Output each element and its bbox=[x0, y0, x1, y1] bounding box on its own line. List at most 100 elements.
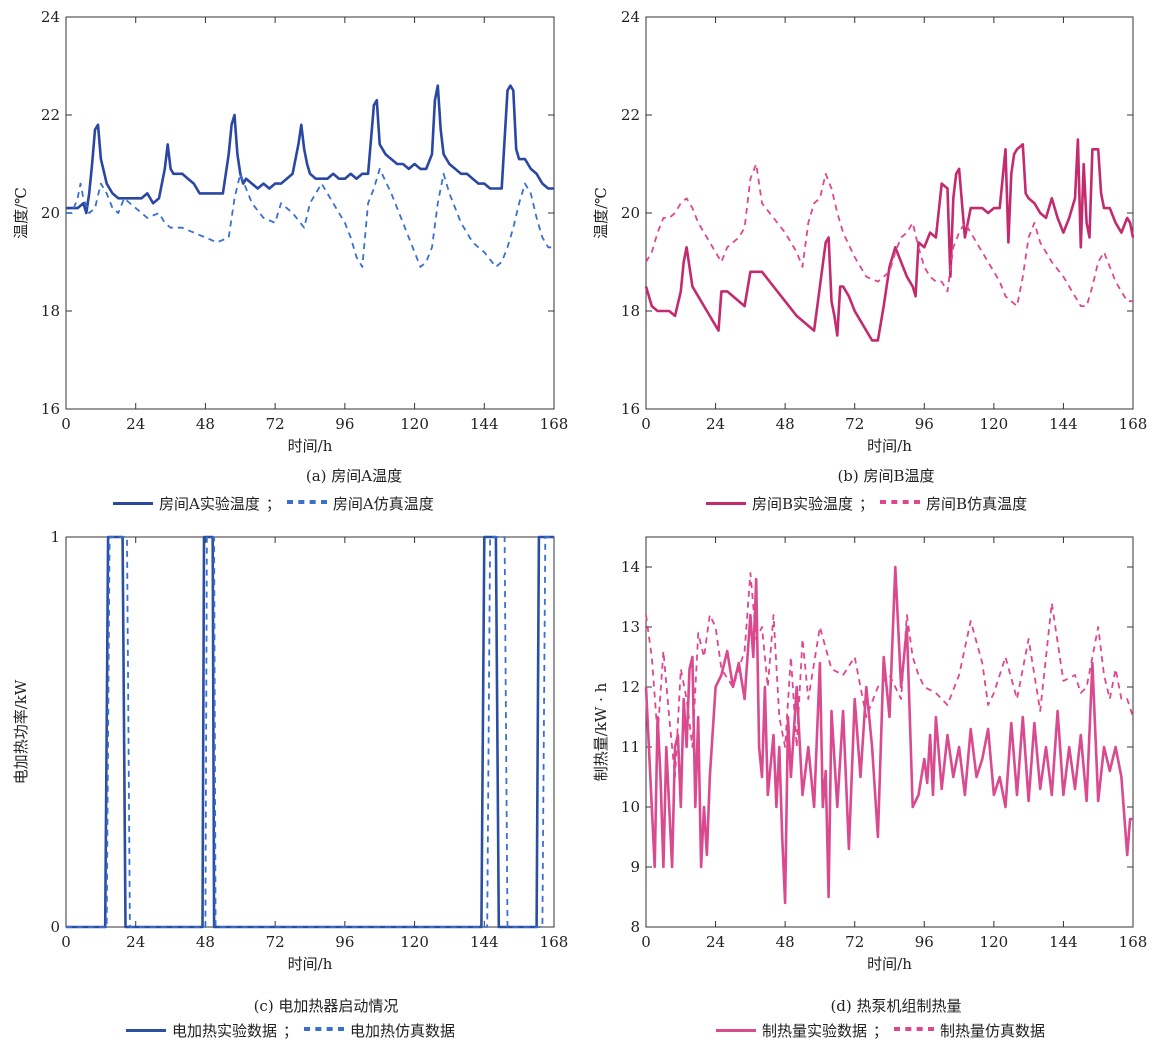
legend-b-dash-label: 房间B仿真温度 bbox=[926, 495, 1028, 513]
legend-sep: ； bbox=[859, 495, 875, 513]
x-axis-label-a: 时间/h bbox=[288, 437, 333, 455]
plot-frame-b bbox=[645, 16, 1134, 410]
legend-a-dash-swatch bbox=[286, 499, 327, 509]
caption-c: (c) 电加热器启动情况 bbox=[253, 997, 399, 1015]
chart-c: 0 24 48 72 96 120 144 168 0 1 时间/h 电加热功率/kW bbox=[12, 528, 568, 973]
x-tick-label-d: 0 bbox=[641, 933, 651, 951]
x-axis-label-b: 时间/h bbox=[867, 437, 912, 455]
x-tick-label-b: 48 bbox=[776, 415, 795, 433]
legend-d: 制热量实验数据 ； 制热量仿真数据 bbox=[716, 1020, 1045, 1041]
x-tick-label-a: 120 bbox=[400, 415, 429, 433]
legend-c-dash-swatch bbox=[304, 1026, 345, 1036]
x-tick-label-b: 168 bbox=[1119, 415, 1148, 433]
x-tick-label-a: 96 bbox=[335, 415, 354, 433]
x-tick-label-d: 168 bbox=[1119, 933, 1148, 951]
y-tick-label-b: 22 bbox=[621, 106, 640, 124]
plot-frame-d bbox=[645, 536, 1134, 928]
x-tick-label-a: 24 bbox=[126, 415, 145, 433]
x-tick-label-b: 0 bbox=[641, 415, 651, 433]
y-tick-label-d: 13 bbox=[621, 618, 640, 636]
x-tick-label-b: 72 bbox=[845, 415, 864, 433]
plot-frame-a bbox=[65, 16, 555, 410]
legend-d-solid-label: 制热量实验数据 bbox=[762, 1022, 868, 1040]
y-tick-label-b: 24 bbox=[621, 8, 640, 26]
x-axis-label-d: 时间/h bbox=[867, 955, 912, 973]
legend-c-solid-label: 电加热实验数据 bbox=[172, 1022, 278, 1040]
legend-a-solid-swatch bbox=[113, 499, 153, 509]
series-line-b-1 bbox=[645, 163, 1133, 308]
legend-b-solid-label: 房间B实验温度 bbox=[752, 495, 854, 513]
legend-d-dash-swatch bbox=[894, 1026, 935, 1036]
caption-b: (b) 房间B温度 bbox=[837, 467, 935, 485]
x-tick-label-a: 0 bbox=[61, 415, 71, 433]
series-line-a-1 bbox=[66, 167, 554, 268]
legend-sep: ； bbox=[265, 495, 281, 513]
x-tick-label-c: 0 bbox=[61, 933, 71, 951]
x-axis-label-c: 时间/h bbox=[288, 955, 333, 973]
series-line-b-0 bbox=[644, 138, 1135, 342]
x-tick-label-c: 48 bbox=[196, 933, 215, 951]
x-tick-label-c: 72 bbox=[266, 933, 285, 951]
x-tick-label-c: 120 bbox=[400, 933, 429, 951]
legend-c: 电加热实验数据 ； 电加热仿真数据 bbox=[126, 1020, 455, 1041]
y-tick-label-a: 18 bbox=[41, 302, 60, 320]
x-tick-label-b: 144 bbox=[1049, 415, 1078, 433]
y-tick-label-a: 24 bbox=[41, 8, 60, 26]
y-tick-label-a: 22 bbox=[41, 106, 60, 124]
y-tick-label-d: 8 bbox=[630, 918, 640, 936]
chart-b: 0 24 48 72 96 120 144 168 16 18 20 22 24 时间/h 温度/℃ bbox=[592, 8, 1147, 455]
y-tick-label-a: 20 bbox=[41, 204, 60, 222]
caption-a: (a) 房间A温度 bbox=[305, 467, 403, 485]
legend-a: 房间A实验温度 ； 房间A仿真温度 bbox=[113, 493, 434, 514]
y-axis-label-a: 温度/℃ bbox=[12, 187, 30, 239]
legend-b-dash-swatch bbox=[880, 499, 921, 509]
legend-sep: ； bbox=[283, 1022, 299, 1040]
y-tick-label-c: 0 bbox=[50, 918, 60, 936]
x-tick-label-d: 96 bbox=[915, 933, 934, 951]
series-line-c-1 bbox=[66, 536, 554, 928]
x-tick-label-b: 120 bbox=[980, 415, 1009, 433]
series-line-d-0 bbox=[644, 565, 1133, 905]
legend-b-solid-swatch bbox=[706, 499, 746, 509]
y-tick-label-b: 16 bbox=[621, 400, 640, 418]
y-tick-label-c: 1 bbox=[50, 528, 60, 546]
legend-a-dash-label: 房间A仿真温度 bbox=[332, 495, 434, 513]
y-axis-label-c: 电加热功率/kW bbox=[12, 679, 30, 784]
legend-c-dash-label: 电加热仿真数据 bbox=[350, 1022, 456, 1040]
series-line-c-0 bbox=[66, 535, 554, 929]
x-tick-label-d: 48 bbox=[776, 933, 795, 951]
x-tick-label-a: 144 bbox=[470, 415, 499, 433]
legend-sep: ； bbox=[873, 1022, 889, 1040]
legend-a-solid-label: 房间A实验温度 bbox=[159, 495, 260, 513]
y-tick-label-d: 14 bbox=[621, 558, 640, 576]
legend-d-dash-label: 制热量仿真数据 bbox=[940, 1022, 1046, 1040]
x-tick-label-a: 48 bbox=[196, 415, 215, 433]
chart-d: 0 24 48 72 96 120 144 168891011121314时间/h制热量/kW… bbox=[592, 536, 1148, 973]
x-tick-label-c: 144 bbox=[470, 933, 499, 951]
y-tick-label-b: 18 bbox=[621, 302, 640, 320]
y-tick-label-d: 11 bbox=[621, 738, 640, 756]
x-tick-label-d: 72 bbox=[845, 933, 864, 951]
x-tick-label-b: 24 bbox=[706, 415, 725, 433]
x-tick-label-b: 96 bbox=[915, 415, 934, 433]
x-tick-label-d: 24 bbox=[706, 933, 725, 951]
x-tick-label-c: 24 bbox=[126, 933, 145, 951]
chart-a: 0 24 48 72 96 120 144 168 16 18 20 22 24 时间/h 温度/℃ bbox=[12, 8, 568, 455]
legend-d-solid-swatch bbox=[716, 1026, 756, 1036]
legend-c-solid-swatch bbox=[126, 1026, 166, 1036]
y-axis-label-d: 制热量/kW · h bbox=[592, 682, 610, 781]
y-tick-label-d: 12 bbox=[621, 678, 640, 696]
x-tick-label-a: 168 bbox=[540, 415, 569, 433]
x-tick-label-a: 72 bbox=[266, 415, 285, 433]
caption-d: (d) 热泵机组制热量 bbox=[830, 997, 962, 1015]
y-axis-label-b: 温度/℃ bbox=[592, 187, 610, 239]
x-tick-label-d: 120 bbox=[980, 933, 1009, 951]
x-tick-label-c: 96 bbox=[335, 933, 354, 951]
x-tick-label-c: 168 bbox=[540, 933, 569, 951]
series-line-a-0 bbox=[66, 84, 554, 215]
x-tick-label-d: 144 bbox=[1049, 933, 1078, 951]
y-tick-label-b: 20 bbox=[621, 204, 640, 222]
y-tick-label-d: 9 bbox=[630, 858, 640, 876]
y-tick-label-d: 10 bbox=[621, 798, 640, 816]
